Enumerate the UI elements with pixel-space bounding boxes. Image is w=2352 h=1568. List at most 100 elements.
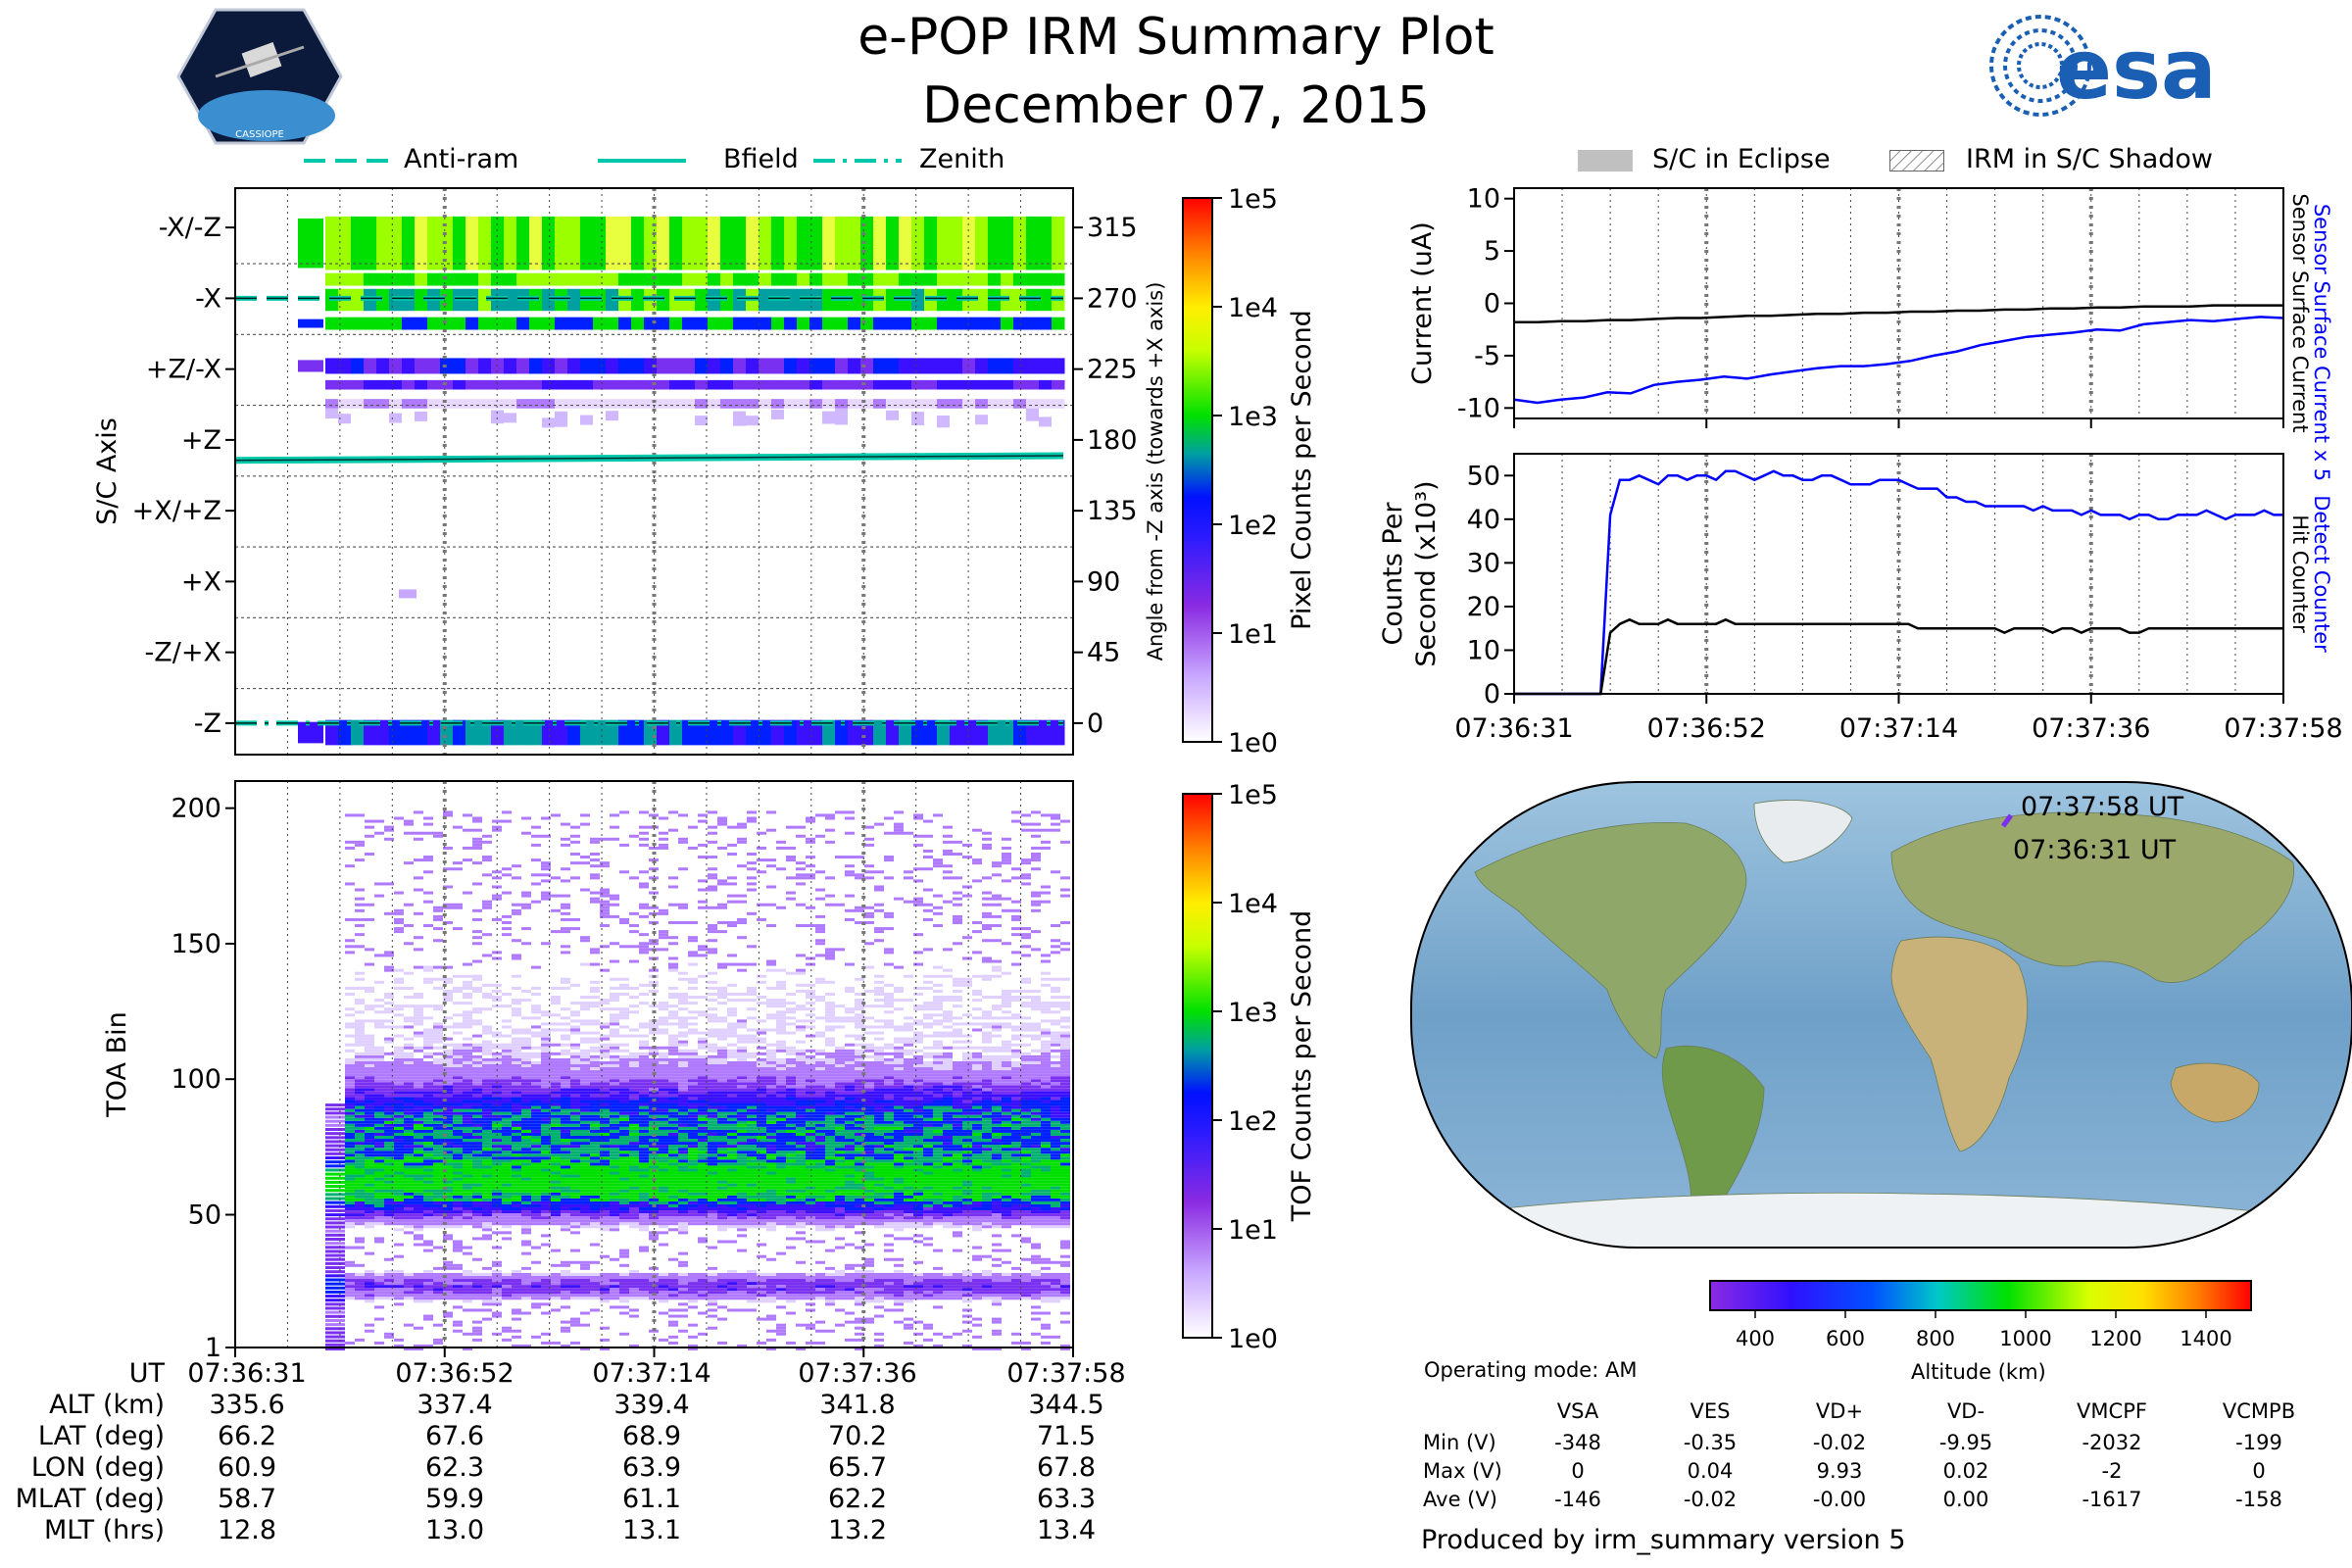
tof-cell [521, 1213, 531, 1217]
tof-cell [541, 1132, 551, 1136]
tof-cell [404, 1148, 414, 1152]
tof-cell [659, 1007, 668, 1011]
tof-cell [443, 920, 453, 924]
pixel-cell [950, 379, 963, 390]
tof-cell [776, 1088, 786, 1092]
tof-cell [610, 1007, 619, 1011]
tof-cell [639, 1288, 649, 1292]
page-title: e-POP IRM Summary Plot [858, 8, 1494, 67]
tof-cell [541, 1139, 551, 1143]
tof-cell [463, 1060, 472, 1064]
tof-cell [531, 858, 541, 862]
pixel-cell [899, 399, 912, 409]
tof-cell [727, 843, 737, 847]
tof-cell [404, 1297, 414, 1300]
pixel-cell [848, 358, 861, 374]
tof-cell [717, 1132, 727, 1136]
tof-cell [659, 1148, 668, 1152]
tof-cell [668, 1070, 678, 1074]
pixel-cell [529, 399, 543, 409]
tof-cell [374, 1094, 384, 1098]
tof-cell [355, 1171, 365, 1175]
tof-cell [580, 1064, 590, 1067]
tof-cell [619, 1168, 629, 1172]
tof-cell [688, 1275, 698, 1279]
tof-cell [757, 1085, 766, 1089]
tof-cell [776, 1165, 786, 1169]
tof-cell [453, 1120, 463, 1124]
tof-cell [678, 840, 688, 844]
tof-cell [472, 1279, 482, 1283]
tof-cell [443, 1145, 453, 1149]
tof-cell [747, 1162, 757, 1166]
tof-cell [649, 1079, 659, 1083]
tof-cell [727, 1148, 737, 1152]
tof-cell [365, 1222, 374, 1226]
pixel-cell [376, 288, 390, 312]
tof-cell [374, 1180, 384, 1184]
tof-cell [668, 1060, 678, 1064]
tof-cell [531, 1198, 541, 1201]
tof-cell [463, 1085, 472, 1089]
tof-cell [541, 861, 551, 865]
tof-cell [394, 1189, 404, 1193]
pixel-cell [937, 216, 951, 270]
tof-cell [521, 1222, 531, 1226]
tof-cell [345, 882, 355, 886]
tof-cell [345, 1123, 355, 1127]
tof-cell [747, 1282, 757, 1286]
tof-cell [521, 1203, 531, 1207]
tof-cell [590, 1275, 600, 1279]
tof-cell [747, 1145, 757, 1149]
tof-cell [688, 1060, 698, 1064]
tof-cell [737, 1282, 747, 1286]
tof-cell [668, 1142, 678, 1146]
tof-cell [512, 864, 521, 868]
tof-cell [639, 1142, 649, 1146]
tof-cell [443, 1049, 453, 1053]
tof-cell [796, 1177, 806, 1181]
tof-cell [512, 1203, 521, 1207]
tof-cell [423, 1344, 433, 1348]
tof-cell [423, 831, 433, 835]
tof-cell [796, 1117, 806, 1121]
tof-cell [639, 1100, 649, 1103]
tof-cell [757, 1136, 766, 1140]
pixel-cell [325, 719, 339, 746]
tof-cell [708, 1114, 717, 1118]
tof-cell [668, 1034, 678, 1038]
pixel-cell [364, 399, 377, 409]
tof-cell [561, 1076, 570, 1080]
tof-cell [757, 1285, 766, 1289]
tof-cell [512, 1067, 521, 1071]
tof-cell [404, 1043, 414, 1047]
tof-cell [580, 1067, 590, 1071]
tof-cell [727, 992, 737, 996]
tof-cell [355, 1272, 365, 1276]
tof-cell [688, 1180, 698, 1184]
tof-cell [521, 1108, 531, 1112]
tof-cell [649, 1094, 659, 1098]
tof-cell [796, 1288, 806, 1292]
tof-cell [708, 1272, 717, 1276]
pixel-cell [644, 272, 658, 286]
tof-cell [737, 1156, 747, 1160]
pixel-cell [555, 379, 568, 390]
tof-cell [463, 1129, 472, 1133]
pixel-cell [580, 216, 594, 270]
tof-cell [541, 1213, 551, 1217]
tof-cell [619, 1288, 629, 1292]
tof-cell [757, 1279, 766, 1283]
tof-cell [355, 813, 365, 817]
tof-cell [355, 1052, 365, 1055]
tof-cell [727, 882, 737, 886]
pixel-cell [1052, 216, 1065, 270]
tof-cell [698, 1105, 708, 1109]
tof-cell [551, 1067, 561, 1071]
tof-cell [766, 1294, 776, 1298]
tof-cell [482, 1028, 492, 1032]
tof-cell [443, 1213, 453, 1217]
tof-cell [747, 1269, 757, 1273]
tof-cell [610, 1291, 619, 1295]
tof-cell [786, 1198, 796, 1201]
